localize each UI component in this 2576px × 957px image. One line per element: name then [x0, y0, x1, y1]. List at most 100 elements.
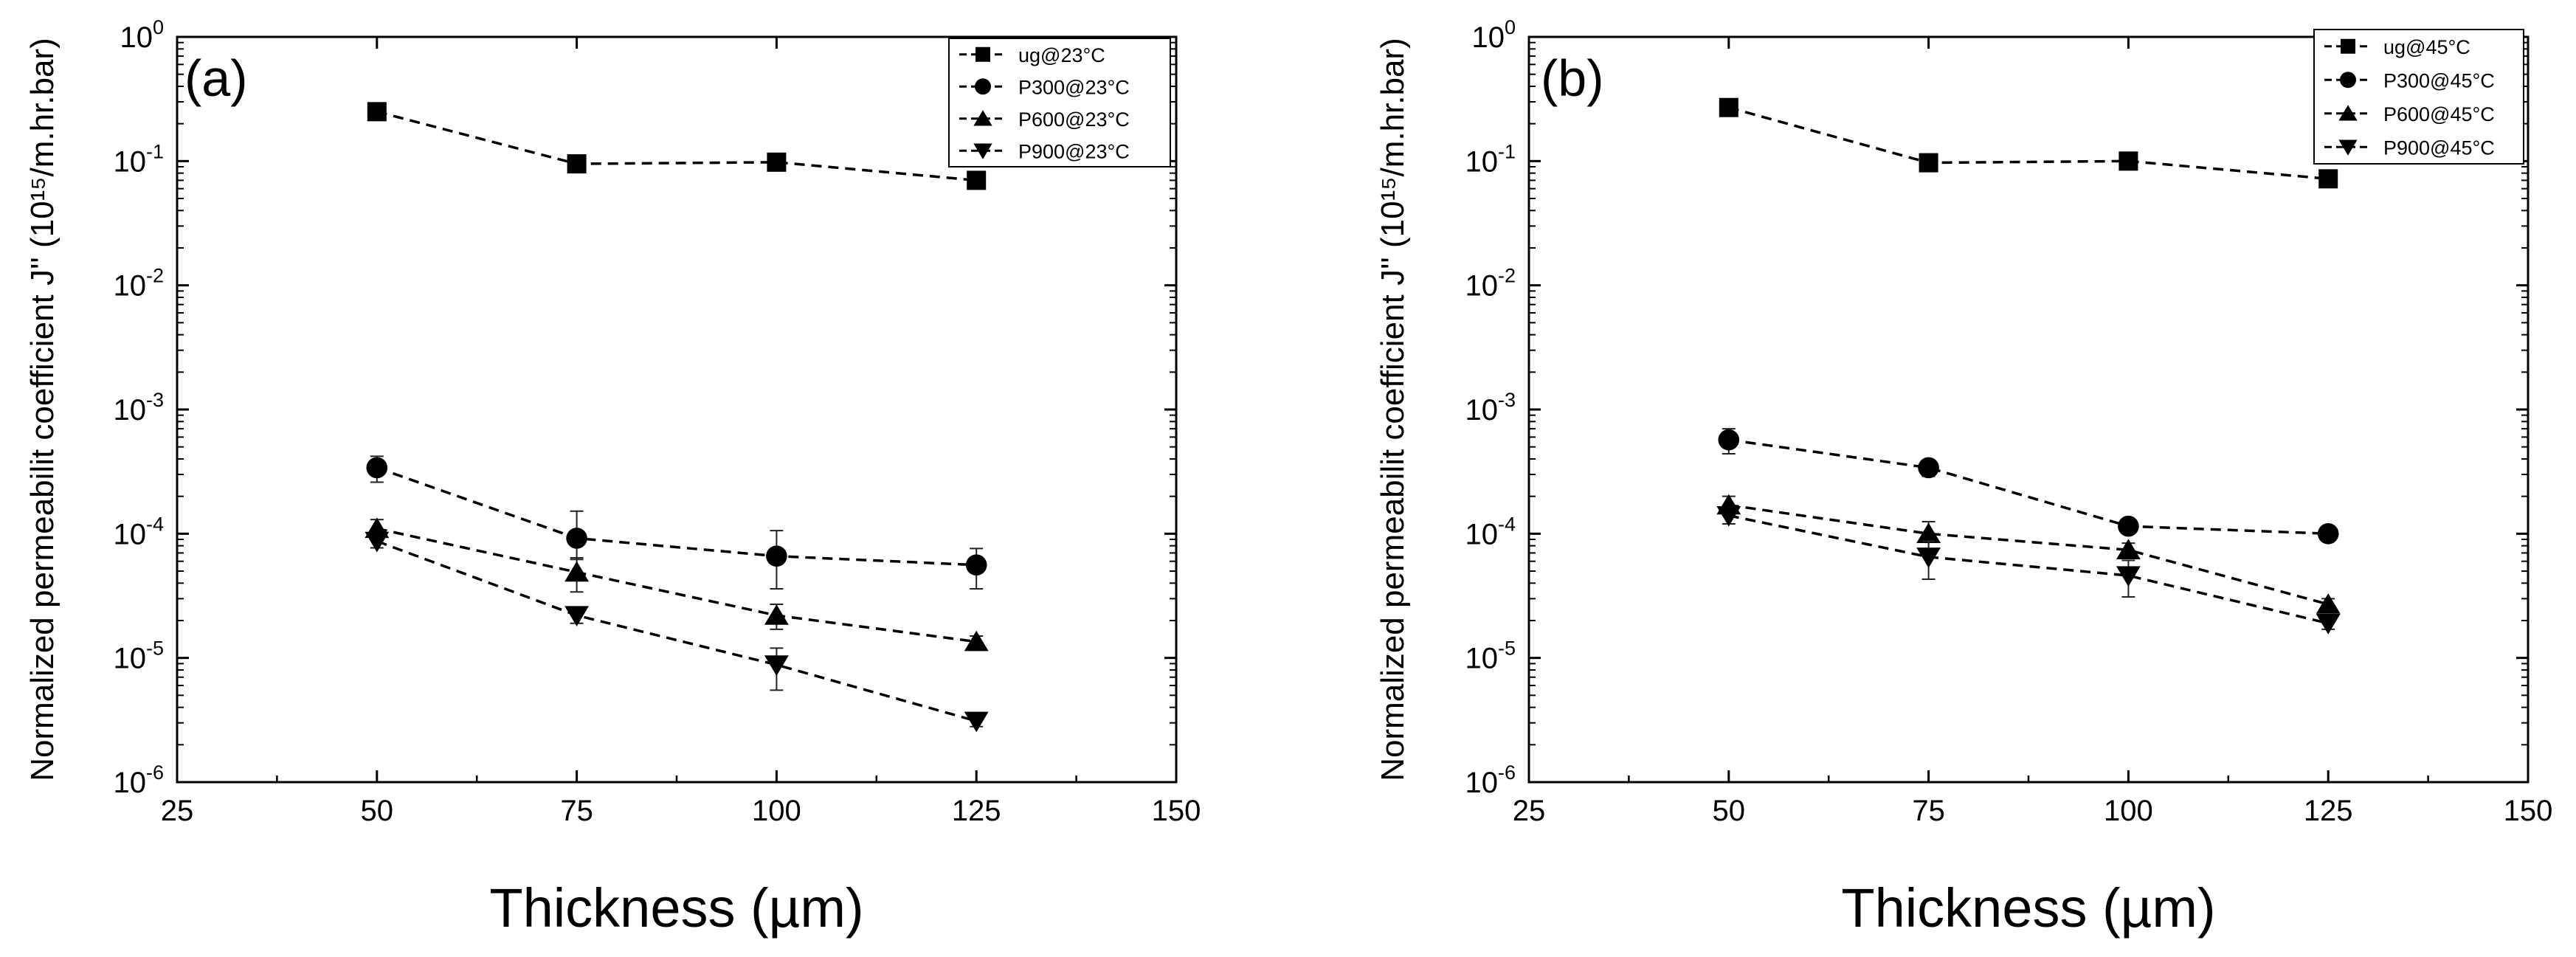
- legend-marker: [2340, 72, 2356, 89]
- panel-label: (b): [1541, 49, 1604, 107]
- data-point: [2116, 539, 2141, 560]
- x-tick-label: 50: [1713, 795, 1746, 827]
- x-tick-label: 125: [952, 795, 1001, 827]
- data-point: [564, 561, 590, 582]
- x-axis-label: Thickness (µm): [1841, 877, 2215, 939]
- series-line: [376, 110, 977, 182]
- series-circle: [366, 455, 987, 590]
- y-tick-label: 10-2: [1465, 265, 1516, 303]
- data-point: [2316, 593, 2341, 614]
- series-square: [367, 102, 987, 190]
- legend-label: P600@45°C: [2383, 103, 2495, 125]
- series-line: [376, 466, 977, 567]
- data-point: [766, 545, 787, 567]
- data-point: [767, 152, 787, 172]
- y-tick-label: 10-5: [113, 638, 164, 675]
- y-axis-label: Normalized permeabilit coefficient J'' (…: [24, 38, 61, 781]
- y-tick-label: 10-5: [1465, 638, 1516, 675]
- legend-marker: [973, 143, 992, 159]
- chart-panel-b: 25 50 75 100 125 150 10-6 10-5 10-4 10-3 10-2 10-1 1…: [1375, 16, 2552, 939]
- chart-panel-a: 25 50 75 100 125 150 10-6 10-5 10-4 10-3 10-2 10-1 1…: [24, 16, 1201, 939]
- data-point: [1718, 429, 1740, 451]
- data-point: [964, 711, 989, 733]
- data-point: [964, 630, 989, 652]
- series-circle: [1718, 428, 2339, 545]
- series-triangle-up: [365, 517, 989, 652]
- legend-label: P900@23°C: [1018, 140, 1130, 162]
- data-point: [365, 531, 390, 553]
- legend-marker: [973, 110, 992, 126]
- data-point: [2118, 515, 2139, 537]
- data-point: [564, 606, 590, 626]
- series-triangle-down: [365, 531, 989, 733]
- x-tick-label: 125: [2304, 795, 2353, 827]
- data-point: [567, 154, 587, 174]
- y-tick-label: 10-3: [113, 389, 164, 426]
- y-tick-label: 100: [1471, 16, 1516, 54]
- data-point: [366, 457, 388, 479]
- legend-marker: [2338, 105, 2358, 121]
- data-point: [1719, 97, 1738, 117]
- x-tick-label: 100: [2104, 795, 2153, 827]
- series-line: [376, 527, 977, 643]
- series-line: [1728, 106, 2329, 181]
- series-line: [1728, 438, 2329, 536]
- y-tick-label: 10-2: [113, 265, 164, 303]
- data-point: [367, 102, 387, 122]
- series-line: [376, 539, 977, 722]
- legend-label: P600@23°C: [1018, 108, 1130, 131]
- series-triangle-down: [1716, 506, 2341, 635]
- data-point: [2116, 566, 2141, 587]
- legend-marker: [2341, 38, 2355, 54]
- legend-label: P900@45°C: [2383, 137, 2495, 159]
- x-tick-label: 150: [1152, 795, 1201, 827]
- legend-label: ug@23°C: [1018, 44, 1105, 66]
- legend-label: P300@23°C: [1018, 76, 1130, 98]
- y-tick-label: 10-3: [1465, 389, 1516, 426]
- x-tick-label: 25: [1513, 795, 1546, 827]
- y-tick-label: 10-6: [113, 761, 164, 799]
- x-tick-label: 75: [560, 795, 593, 827]
- series-triangle-up: [1716, 494, 2341, 614]
- y-tick-label: 10-4: [113, 513, 164, 550]
- data-point: [764, 604, 789, 625]
- legend-marker: [975, 78, 991, 95]
- data-point: [967, 170, 987, 190]
- series-line: [1728, 514, 2329, 625]
- data-point: [1916, 522, 1941, 544]
- data-point: [1918, 457, 1939, 479]
- y-tick-label: 10-1: [113, 140, 164, 178]
- series-line: [1728, 503, 2329, 606]
- data-point: [2316, 614, 2341, 635]
- y-tick-label: 10-6: [1465, 761, 1516, 799]
- legend-marker: [2338, 139, 2358, 156]
- data-point: [566, 528, 587, 549]
- x-tick-label: 75: [1912, 795, 1945, 827]
- data-point: [2119, 151, 2138, 171]
- data-point: [2318, 169, 2338, 189]
- legend-label: ug@45°C: [2383, 36, 2470, 58]
- x-axis-label: Thickness (µm): [489, 877, 863, 939]
- panel-label: (a): [184, 49, 248, 107]
- legend-marker: [976, 46, 990, 62]
- x-tick-label: 50: [361, 795, 394, 827]
- y-tick-label: 100: [120, 16, 164, 54]
- data-point: [965, 554, 987, 576]
- y-tick-label: 10-4: [1465, 513, 1516, 550]
- legend: ug@23°C P300@23°C P600@23°C P900@23°C: [948, 38, 1171, 167]
- data-point: [1716, 506, 1741, 527]
- series-square: [1719, 97, 2338, 189]
- legend: ug@45°C P300@45°C P600@45°C P900@45°C: [2313, 29, 2524, 165]
- y-tick-label: 10-1: [1465, 140, 1516, 178]
- x-tick-label: 150: [2504, 795, 2553, 827]
- legend-label: P300@45°C: [2383, 69, 2495, 91]
- x-tick-label: 25: [161, 795, 194, 827]
- data-point: [764, 655, 789, 676]
- data-point: [2317, 523, 2339, 545]
- y-axis-label: Normalized permeabilit coefficient J'' (…: [1375, 38, 1411, 781]
- x-tick-label: 100: [752, 795, 801, 827]
- data-point: [1916, 547, 1941, 568]
- data-point: [1919, 153, 1938, 173]
